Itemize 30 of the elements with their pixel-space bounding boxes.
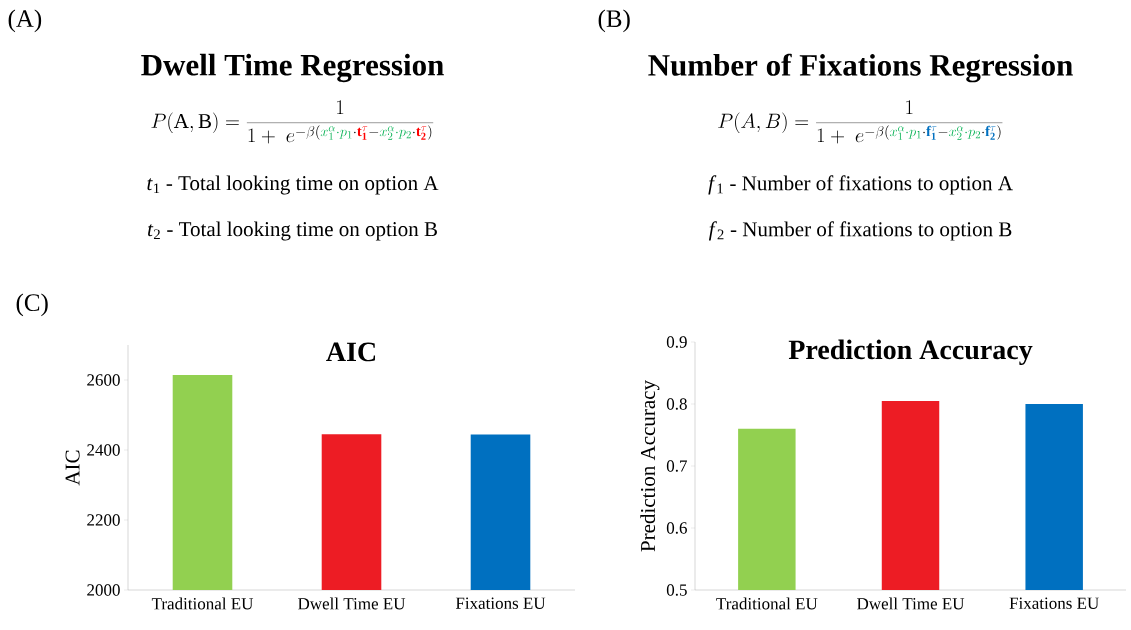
x-tick-label: Dwell Time EU [857, 597, 965, 610]
x-tick-label: Fixations EU [455, 597, 546, 609]
text: (C) [16, 293, 48, 317]
x-tick-label: Traditional EU [151, 597, 254, 610]
y-axis-title: AIC [65, 450, 80, 486]
y-tick-label: 2400 [87, 444, 120, 456]
y-tick-label: 0.6 [666, 522, 687, 534]
chart-title: AIC [326, 342, 376, 362]
text: $P(\mathrm{A},\mathrm{B}) = \frac{1}{1+\ e^{-\beta(\textcolor[HTML]{00B050}{x_1^{\alpha}\cdot p_1}\cdot\textcolor[HTML]{FF0000}{\mathbf{t}_{\mathbf{1}}^{\tau}} - \textcolor[HTML]{00B050}{x_2^{\alpha}\cdot p_2}\cdot\textcolor[HTML]{FF0000}{\mathbf{t}_{\mathbf{2}}^{\tau}})}}$ [151, 100, 434, 144]
text: t$_{1}$ - Total looking time on option A [147, 175, 439, 195]
text: (A) [8, 9, 42, 33]
y-tick-label: 0.8 [666, 398, 687, 410]
chart-title: Prediction Accuracy [788, 339, 1033, 366]
text: (B) [598, 9, 630, 33]
y-tick-label: 0.5 [666, 584, 687, 596]
text: t$_{2}$ - Total looking time on option B [147, 221, 437, 241]
text: f$_{1}$ - Number of fixations to option A [708, 175, 1013, 195]
y-tick-label: 2600 [87, 374, 120, 386]
x-tick-label: Dwell Time EU [297, 597, 406, 610]
text: f$_{2}$ - Number of fixations to option B [708, 221, 1012, 241]
text: $P(A,B) = \frac{1}{1+\ e^{-\beta(\textcolor[HTML]{00B050}{x_1^{\alpha}\cdot p_1}\cdot\textcolor[HTML]{0070C0}{\mathbf{f}_{\mathbf{1}}^{\tau}} - \textcolor[HTML]{00B050}{x_2^{\alpha}\cdot p_2}\cdot\textcolor[HTML]{0070C0}{\mathbf{f}_{\mathbf{2}}^{\tau}})}}$ [718, 100, 1003, 144]
y-tick-label: 0.9 [666, 336, 687, 348]
y-tick-label: 2000 [87, 584, 120, 596]
x-tick-label: Fixations EU [1009, 597, 1099, 609]
x-tick-label: Traditional EU [716, 597, 818, 610]
text: Number of Fixations Regression [648, 53, 1073, 83]
text: Dwell Time Regression [141, 53, 444, 83]
y-tick-label: 2200 [87, 514, 120, 526]
y-tick-label: 0.7 [666, 460, 687, 472]
y-axis-title: Prediction Accuracy [640, 380, 660, 552]
